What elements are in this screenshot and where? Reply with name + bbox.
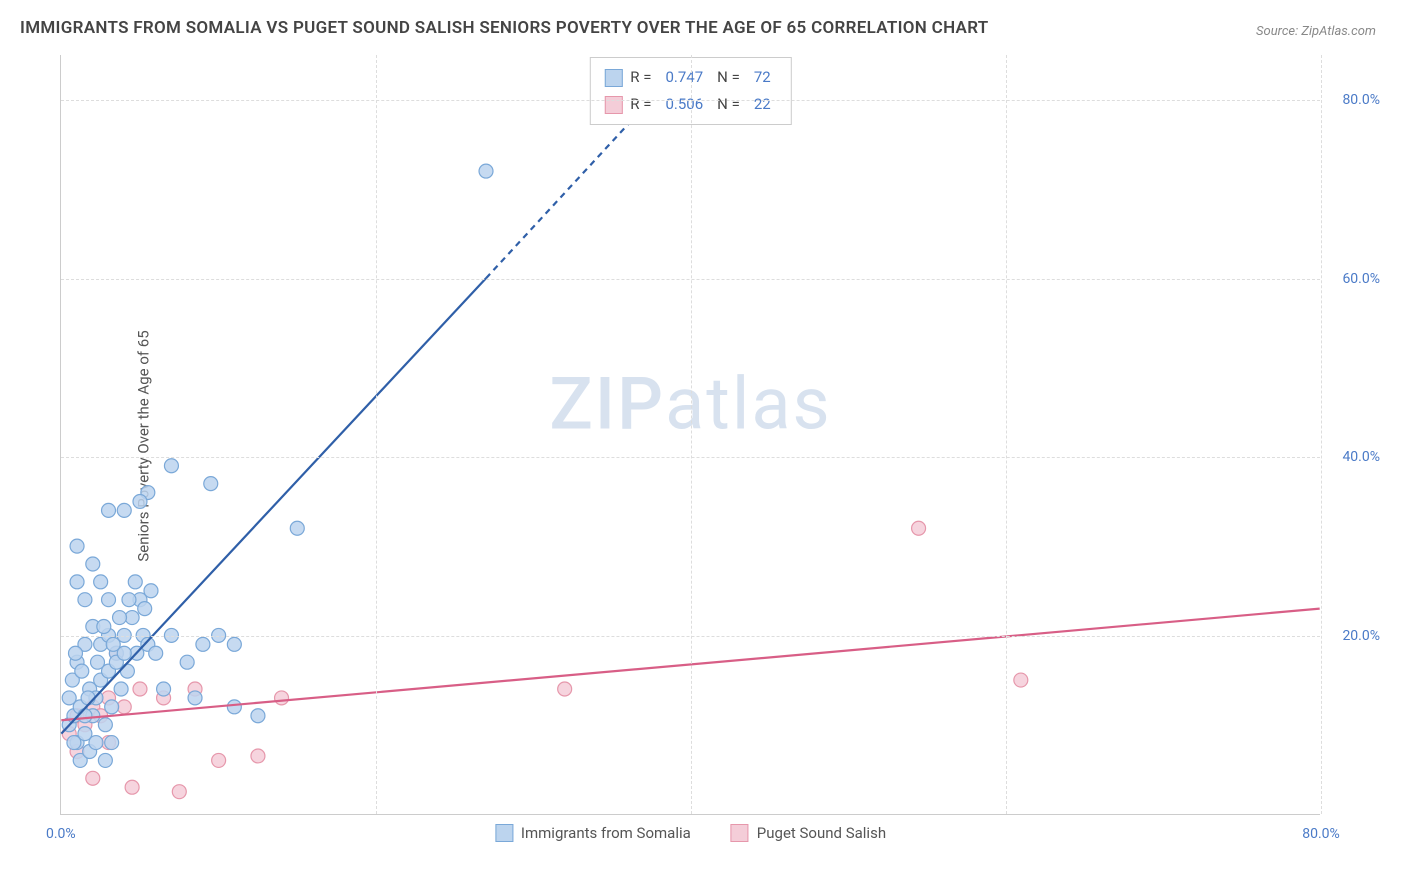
legend-item-2: Puget Sound Salish bbox=[731, 824, 886, 842]
gridline-vertical bbox=[1006, 55, 1007, 814]
data-point bbox=[133, 494, 147, 508]
data-point bbox=[70, 539, 84, 553]
legend-item-1: Immigrants from Somalia bbox=[495, 824, 691, 842]
x-origin-label: 0.0% bbox=[46, 826, 76, 842]
legend-n-label: N = bbox=[717, 91, 740, 118]
data-point bbox=[125, 611, 139, 625]
data-point bbox=[157, 682, 171, 696]
legend-n-value-1: 72 bbox=[754, 64, 771, 91]
legend-swatch-2 bbox=[604, 96, 622, 114]
plot-area: ZIPatlas R = 0.747 N = 72 R = 0.506 N = … bbox=[60, 55, 1320, 815]
legend-swatch-1 bbox=[604, 69, 622, 87]
data-point bbox=[86, 771, 100, 785]
data-point bbox=[196, 637, 210, 651]
y-tick-label: 20.0% bbox=[1325, 628, 1380, 644]
data-point bbox=[94, 575, 108, 589]
data-point bbox=[86, 557, 100, 571]
data-point bbox=[98, 718, 112, 732]
data-point bbox=[227, 700, 241, 714]
y-tick-label: 60.0% bbox=[1325, 271, 1380, 287]
gridline-vertical bbox=[1321, 55, 1322, 814]
data-point bbox=[114, 682, 128, 696]
data-point bbox=[117, 700, 131, 714]
data-point bbox=[62, 691, 76, 705]
data-point bbox=[91, 655, 105, 669]
data-point bbox=[75, 664, 89, 678]
data-point bbox=[78, 709, 92, 723]
source-label: Source: ZipAtlas.com bbox=[1256, 24, 1376, 39]
x-tick-label: 80.0% bbox=[1302, 826, 1340, 842]
data-point bbox=[251, 749, 265, 763]
data-point bbox=[97, 619, 111, 633]
data-point bbox=[89, 736, 103, 750]
series-legend: Immigrants from Somalia Puget Sound Sali… bbox=[495, 824, 886, 842]
data-point bbox=[78, 593, 92, 607]
data-point bbox=[204, 477, 218, 491]
data-point bbox=[144, 584, 158, 598]
legend-r-value-1: 0.747 bbox=[665, 64, 703, 91]
legend-n-label: N = bbox=[717, 64, 740, 91]
data-point bbox=[117, 503, 131, 517]
data-point bbox=[180, 655, 194, 669]
data-point bbox=[138, 602, 152, 616]
data-point bbox=[251, 709, 265, 723]
data-point bbox=[102, 503, 116, 517]
data-point bbox=[67, 736, 81, 750]
chart-container: IMMIGRANTS FROM SOMALIA VS PUGET SOUND S… bbox=[0, 0, 1406, 892]
legend-swatch-bottom-1 bbox=[495, 824, 513, 842]
data-point bbox=[212, 753, 226, 767]
chart-title: IMMIGRANTS FROM SOMALIA VS PUGET SOUND S… bbox=[20, 18, 989, 38]
data-point bbox=[98, 753, 112, 767]
data-point bbox=[1014, 673, 1028, 687]
gridline-vertical bbox=[376, 55, 377, 814]
data-point bbox=[290, 521, 304, 535]
data-point bbox=[113, 611, 127, 625]
data-point bbox=[105, 700, 119, 714]
data-point bbox=[81, 691, 95, 705]
data-point bbox=[558, 682, 572, 696]
data-point bbox=[479, 164, 493, 178]
data-point bbox=[122, 593, 136, 607]
legend-label-1: Immigrants from Somalia bbox=[521, 824, 691, 842]
legend-label-2: Puget Sound Salish bbox=[757, 824, 886, 842]
y-tick-label: 80.0% bbox=[1325, 92, 1380, 108]
data-point bbox=[275, 691, 289, 705]
data-point bbox=[102, 593, 116, 607]
legend-n-value-2: 22 bbox=[754, 91, 771, 118]
data-point bbox=[912, 521, 926, 535]
data-point bbox=[125, 780, 139, 794]
data-point bbox=[68, 646, 82, 660]
data-point bbox=[149, 646, 163, 660]
y-tick-label: 40.0% bbox=[1325, 449, 1380, 465]
data-point bbox=[188, 691, 202, 705]
data-point bbox=[106, 637, 120, 651]
legend-r-label: R = bbox=[630, 64, 651, 91]
data-point bbox=[133, 682, 147, 696]
data-point bbox=[164, 459, 178, 473]
legend-r-value-2: 0.506 bbox=[665, 91, 703, 118]
legend-swatch-bottom-2 bbox=[731, 824, 749, 842]
data-point bbox=[70, 575, 84, 589]
legend-r-label: R = bbox=[630, 91, 651, 118]
data-point bbox=[172, 785, 186, 799]
data-point bbox=[105, 736, 119, 750]
data-point bbox=[128, 575, 142, 589]
gridline-vertical bbox=[691, 55, 692, 814]
data-point bbox=[227, 637, 241, 651]
